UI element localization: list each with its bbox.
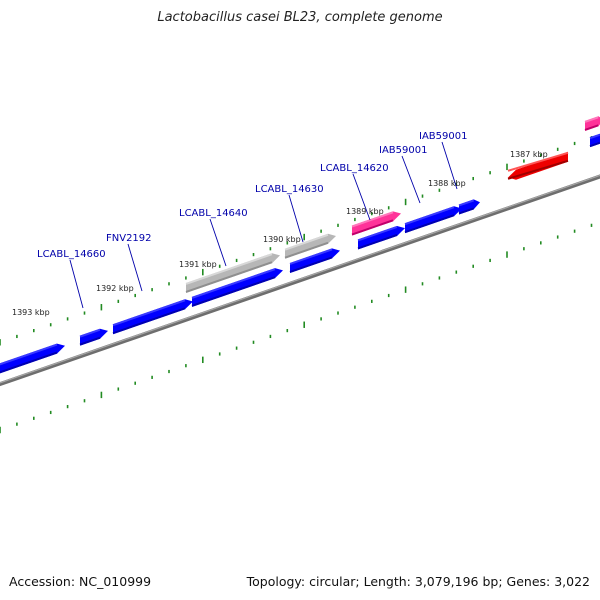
feature-pseudo — [185, 253, 280, 293]
feature-cds — [404, 206, 462, 234]
feature-shadow — [351, 219, 394, 236]
backbone-line — [0, 174, 600, 387]
feature-shadow — [185, 261, 273, 293]
feature-cds — [0, 343, 65, 374]
scale-label: 1388 kbp — [428, 179, 466, 188]
feature-highlight — [507, 151, 569, 180]
scale-label: 1389 kbp — [346, 207, 384, 216]
feature-cds — [589, 133, 600, 148]
label-leader-lines — [69, 141, 458, 309]
genome-backbone — [0, 174, 600, 387]
feature-rna — [351, 211, 401, 236]
feature-cds — [112, 299, 193, 335]
scale-label: 1392 kbp — [96, 284, 134, 293]
feature-shadow — [0, 351, 58, 374]
gene-label[interactable]: FNV2192 — [106, 233, 152, 244]
feature-bevel — [185, 253, 273, 285]
feature-bevel — [404, 206, 455, 226]
feature-bevel — [589, 133, 600, 140]
scale-label: 1391 kbp — [179, 260, 217, 269]
leader-line — [288, 194, 304, 243]
leader-line — [401, 155, 421, 204]
feature-bevel — [507, 151, 569, 172]
feature-shadow — [79, 336, 101, 346]
feature-bevel — [458, 199, 475, 207]
gene-label[interactable]: IAB59001 — [379, 145, 427, 156]
inner-tick-ring — [0, 223, 593, 434]
feature-bevel — [0, 343, 58, 366]
feature-pseudo — [284, 233, 336, 259]
leader-line — [352, 173, 371, 221]
leader-line — [69, 259, 84, 309]
feature-bevel — [112, 299, 186, 327]
feature-body — [508, 151, 568, 180]
genome-summary-text: Topology: circular; Length: 3,079,196 bp… — [246, 574, 590, 589]
feature-shadow — [289, 256, 333, 273]
gene-label[interactable]: LCABL_14660 — [37, 249, 106, 260]
feature-bevel — [351, 211, 394, 228]
feature-cds — [79, 328, 108, 346]
gene-label[interactable]: LCABL_14630 — [255, 184, 324, 195]
feature-bevel — [284, 233, 329, 251]
feature-body — [0, 343, 65, 374]
feature-cds — [458, 199, 480, 215]
leader-line — [127, 243, 143, 292]
scale-label: 1390 kbp — [263, 235, 301, 244]
feature-shadow — [404, 214, 455, 234]
accession-text: Accession: NC_010999 — [9, 574, 152, 589]
backbone-highlight — [0, 174, 600, 384]
scale-label: 1387 kbp — [510, 150, 548, 159]
feature-bevel — [357, 225, 398, 242]
feature-shadow — [284, 241, 329, 259]
outer-tick-ring — [0, 136, 593, 346]
gene-label[interactable]: LCABL_14640 — [179, 208, 248, 219]
feature-bevel — [191, 268, 276, 299]
feature-shadow — [191, 276, 276, 307]
scale-labels: 1393 kbp 1392 kbp 1391 kbp 1390 kbp 1389 kbp… — [12, 150, 548, 317]
feature-rna — [584, 116, 600, 131]
feature-shadow — [589, 141, 600, 148]
feature-cds — [289, 248, 340, 273]
feature-shadow — [584, 124, 599, 131]
map-title: Lactobacillus casei BL23, complete genom… — [157, 10, 443, 25]
feature-shadow — [357, 233, 398, 250]
feature-shadow — [458, 207, 475, 215]
feature-shadow — [112, 307, 186, 335]
feature-bevel — [584, 116, 599, 123]
gene-label[interactable]: IAB59001 — [419, 131, 467, 142]
scale-label: 1393 kbp — [12, 308, 50, 317]
feature-track — [0, 116, 600, 374]
leader-line — [441, 141, 458, 190]
feature-cds — [357, 225, 405, 250]
gene-label[interactable]: LCABL_14620 — [320, 163, 389, 174]
feature-bevel — [289, 248, 333, 265]
feature-cds — [191, 268, 283, 307]
feature-shadow — [507, 159, 569, 180]
leader-line — [209, 218, 227, 267]
feature-bevel — [79, 328, 101, 338]
